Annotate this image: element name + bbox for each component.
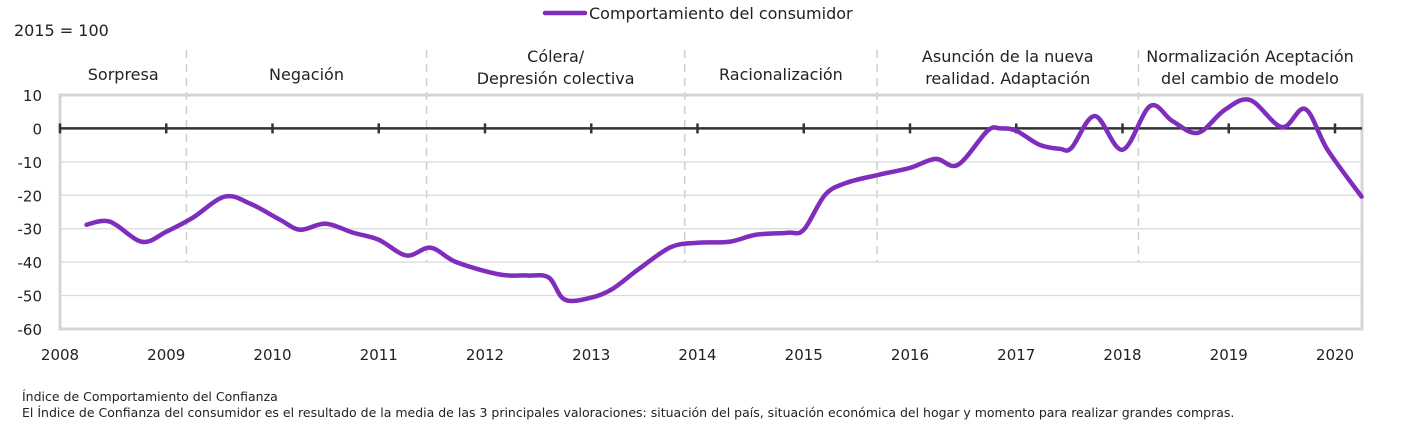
x-tick-label: 2019 <box>1210 346 1248 364</box>
phase-label: realidad. Adaptación <box>925 69 1090 88</box>
x-tick-label: 2013 <box>572 346 610 364</box>
x-tick-label: 2008 <box>41 346 79 364</box>
x-tick-label: 2015 <box>785 346 823 364</box>
phase-label: Normalización Aceptación <box>1146 47 1354 66</box>
phase-label: Racionalización <box>719 65 843 84</box>
x-tick-label: 2010 <box>253 346 291 364</box>
x-tick-label: 2018 <box>1103 346 1141 364</box>
footer-title: Índice de Comportamiento del Confianza <box>22 389 278 404</box>
y-tick-label: -40 <box>18 254 43 272</box>
series-line <box>84 97 1364 304</box>
unit-note: 2015 = 100 <box>14 21 109 40</box>
phase-label: Asunción de la nueva <box>922 47 1094 66</box>
phase-label: Negación <box>269 65 344 84</box>
y-tick-label: -50 <box>18 288 43 306</box>
y-tick-label: -30 <box>18 221 43 239</box>
x-tick-label: 2016 <box>891 346 929 364</box>
y-tick-label: 10 <box>23 87 42 105</box>
phase-label: Sorpresa <box>88 65 159 84</box>
phase-label: Cólera/ <box>527 47 585 66</box>
y-tick-label: 0 <box>32 120 42 138</box>
y-tick-label: -10 <box>18 154 43 172</box>
phase-label: del cambio de modelo <box>1161 69 1339 88</box>
legend-label: Comportamiento del consumidor <box>589 4 853 23</box>
plot-border <box>58 93 1364 331</box>
phase-label: Depresión colectiva <box>477 69 635 88</box>
x-tick-label: 2011 <box>360 346 398 364</box>
y-tick-label: -60 <box>18 321 43 339</box>
y-tick-label: -20 <box>18 187 43 205</box>
x-tick-label: 2009 <box>147 346 185 364</box>
x-tick-label: 2017 <box>997 346 1035 364</box>
consumer-confidence-chart: 10 0 -10 -20 -30 -40 -50 -60 Sorpresa Negación Cól… <box>14 4 1364 364</box>
footer-note: El Índice de Confianza del consumidor es… <box>22 405 1235 420</box>
x-tick-label: 2014 <box>678 346 716 364</box>
x-tick-label: 2020 <box>1316 346 1354 364</box>
x-tick-label: 2012 <box>466 346 504 364</box>
